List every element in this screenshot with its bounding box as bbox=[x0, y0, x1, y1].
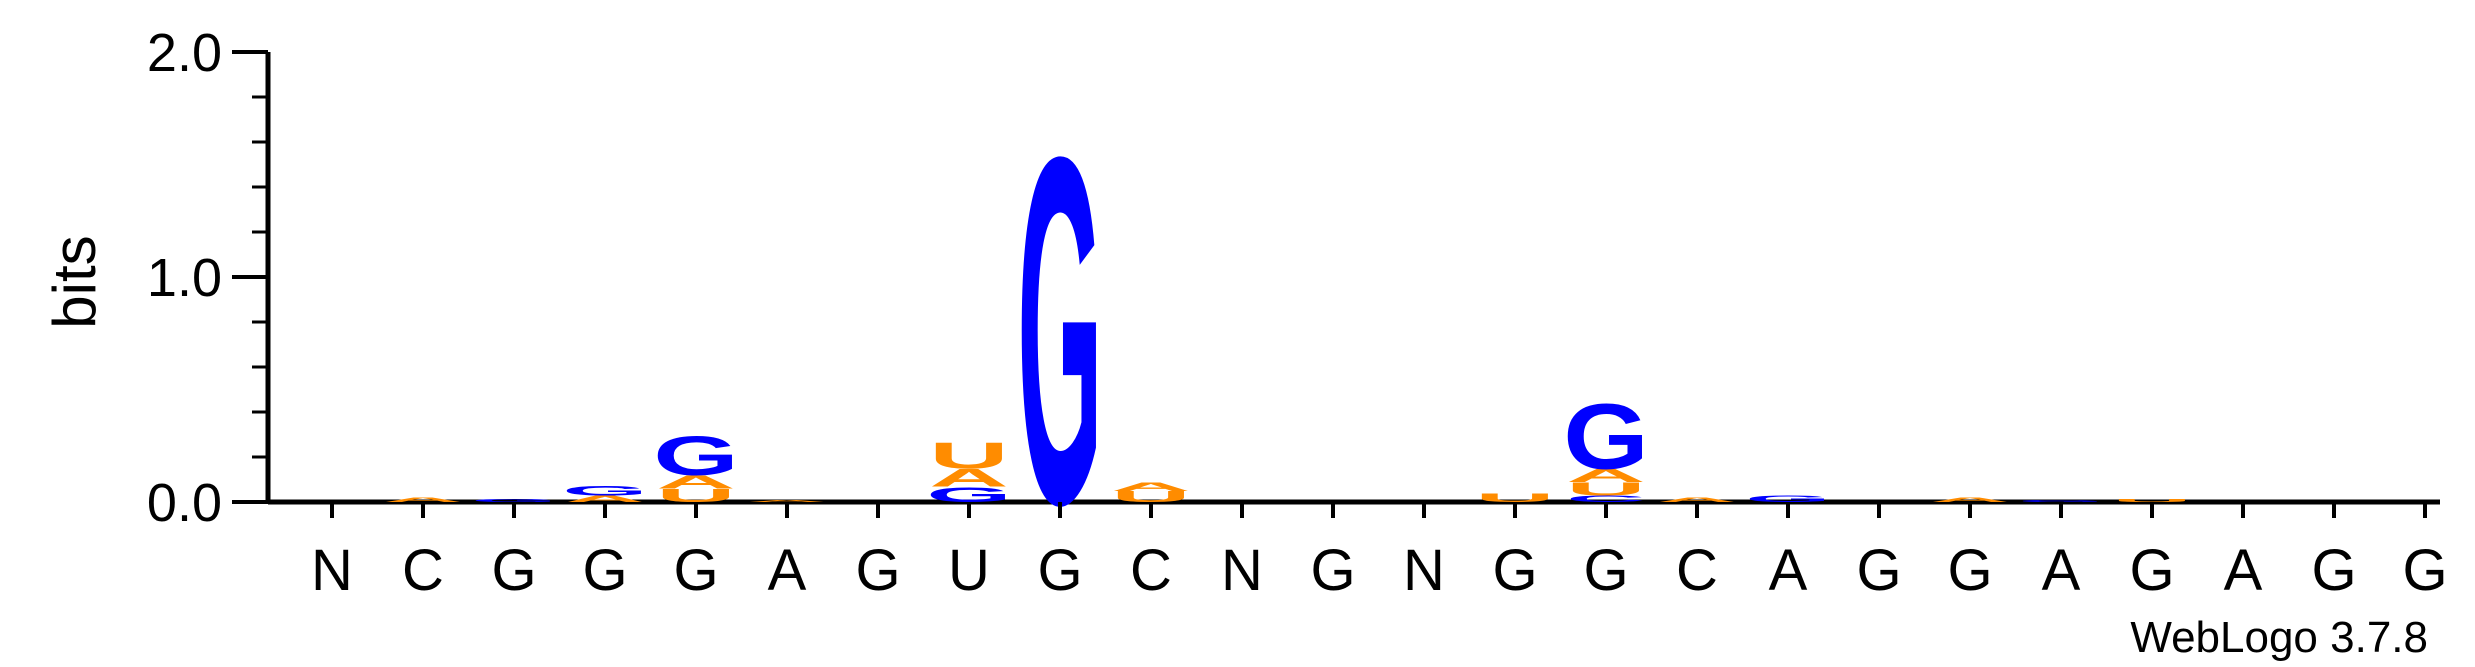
stack-letter-G-pos-17: G bbox=[1745, 494, 1831, 504]
stack-letter-glyph: G bbox=[1745, 494, 1831, 504]
stack-letter-glyph: G bbox=[1563, 384, 1649, 488]
x-tick-label-12: G bbox=[1310, 538, 1355, 603]
stack-letter-glyph: A bbox=[1930, 496, 2009, 503]
stack-letter-glyph: U bbox=[1111, 488, 1190, 505]
stack-letter-glyph: A bbox=[929, 464, 1008, 492]
y-axis-label: bits bbox=[41, 235, 108, 328]
x-tick-label-14: G bbox=[1492, 538, 1537, 603]
stack-letter-A-pos-4: A bbox=[565, 494, 644, 504]
stack-letter-G-pos-15: G bbox=[1563, 384, 1649, 488]
stack-letter-A-pos-16: A bbox=[1657, 496, 1736, 503]
weblogo-credit: WebLogo 3.7.8 bbox=[2130, 613, 2428, 662]
stack-letter-glyph: C bbox=[1566, 494, 1645, 504]
y-ticks: 0.0 1.0 2.0 bbox=[147, 23, 268, 533]
stack-letter-glyph: G bbox=[2018, 499, 2104, 502]
x-tick-label-10: C bbox=[1130, 538, 1172, 603]
stack-letter-A-pos-6: A bbox=[747, 499, 826, 502]
stack-letter-G-pos-4: G bbox=[562, 483, 648, 499]
stack-letter-G-pos-20: G bbox=[2018, 499, 2104, 502]
stack-letter-G-pos-9: G bbox=[1017, 53, 1103, 607]
x-tick-label-19: G bbox=[1947, 538, 1992, 603]
stack-letter-A-pos-15: A bbox=[1566, 465, 1645, 486]
x-tick-label-16: C bbox=[1676, 538, 1718, 603]
x-tick-label-18: G bbox=[1856, 538, 1901, 603]
x-tick-label-4: G bbox=[582, 538, 627, 603]
x-tick-label-3: G bbox=[491, 538, 536, 603]
x-tick-label-15: G bbox=[1583, 538, 1628, 603]
y-minor-ticks bbox=[252, 50, 268, 504]
x-tick-label-6: A bbox=[768, 538, 807, 603]
stack-letter-U-pos-14: U bbox=[1475, 491, 1554, 505]
stack-letter-glyph: A bbox=[383, 496, 462, 503]
x-tick-label-8: U bbox=[948, 538, 990, 603]
y-tick-label: 0.0 bbox=[147, 473, 222, 533]
stack-letter-U-pos-10: U bbox=[1111, 488, 1190, 505]
stack-letter-A-pos-19: A bbox=[1930, 496, 2009, 503]
stack-letter-glyph: G bbox=[562, 483, 648, 499]
y-tick-label: 1.0 bbox=[147, 248, 222, 308]
stack-letter-glyph: U bbox=[656, 485, 735, 506]
stack-letter-glyph: A bbox=[565, 494, 644, 504]
stack-letter-U-pos-8: U bbox=[929, 435, 1008, 476]
x-tick-label-5: G bbox=[673, 538, 718, 603]
x-tick-label-2: C bbox=[402, 538, 444, 603]
stack-letter-G-pos-5: G bbox=[653, 425, 739, 487]
x-tick-label-20: A bbox=[2042, 538, 2081, 603]
x-tick-label-7: G bbox=[855, 538, 900, 603]
stack-letter-glyph: A bbox=[1657, 496, 1736, 503]
x-tick-label-24: G bbox=[2402, 538, 2447, 603]
stack-letter-glyph: G bbox=[471, 498, 557, 503]
stack-letter-glyph: U bbox=[929, 435, 1008, 476]
stack-letter-glyph: G bbox=[653, 425, 739, 487]
x-tick-label-21: G bbox=[2129, 538, 2174, 603]
x-tick-label-13: N bbox=[1403, 538, 1445, 603]
stack-letter-U-pos-21: U bbox=[2112, 498, 2191, 503]
stack-letter-U-pos-5: U bbox=[656, 485, 735, 506]
x-tick-label-11: N bbox=[1221, 538, 1263, 603]
y-tick-label: 2.0 bbox=[147, 23, 222, 83]
x-tick-label-22: A bbox=[2224, 538, 2263, 603]
stack-letter-glyph: A bbox=[1566, 465, 1645, 486]
stack-letter-glyph: U bbox=[1475, 491, 1554, 505]
stack-letter-C-pos-15: C bbox=[1566, 494, 1645, 504]
stack-letter-A-pos-2: A bbox=[383, 496, 462, 503]
stack-letter-glyph: U bbox=[2112, 498, 2191, 503]
stack-letter-A-pos-5: A bbox=[656, 472, 735, 493]
x-tick-label-9: G bbox=[1037, 538, 1082, 603]
stack-letter-A-pos-10: A bbox=[1111, 480, 1190, 494]
stack-letter-glyph: A bbox=[747, 499, 826, 502]
stack-letter-U-pos-15: U bbox=[1566, 479, 1645, 500]
stack-letter-A-pos-8: A bbox=[929, 464, 1008, 492]
stack-letter-glyph: A bbox=[656, 472, 735, 493]
stack-letter-G-pos-3: G bbox=[471, 498, 557, 503]
stack-letter-glyph: G bbox=[1017, 53, 1103, 607]
x-tick-label-1: N bbox=[311, 538, 353, 603]
stack-letter-glyph: A bbox=[1111, 480, 1190, 494]
x-tick-label-17: A bbox=[1769, 538, 1808, 603]
x-tick-label-23: G bbox=[2311, 538, 2356, 603]
stack-letter-glyph: U bbox=[1566, 479, 1645, 500]
